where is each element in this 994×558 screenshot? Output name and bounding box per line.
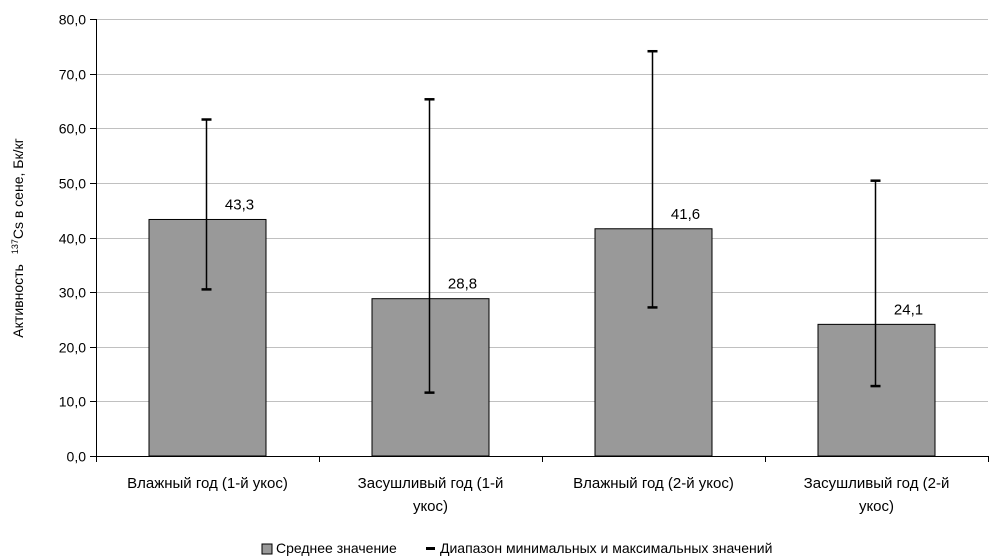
bar [371,298,490,457]
y-axis-title-main: Cs в сене, Бк/кг [10,138,26,239]
bars [148,218,936,457]
x-category-label: укос) [859,498,894,515]
bar [148,218,267,457]
axes [90,19,989,462]
data-label: 41,6 [671,206,700,223]
y-tick-label: 30,0 [59,285,86,301]
data-label: 28,8 [448,276,477,293]
y-axis-title-prefix: Активность [10,264,26,338]
data-label: 24,1 [894,301,923,318]
y-tick-label: 10,0 [59,394,86,410]
y-tick-label: 80,0 [59,12,86,28]
y-tick-label: 0,0 [67,449,87,465]
bar [817,323,936,457]
x-category-labels: Влажный год (1-й укос) Засушливый год (1-… [127,475,949,515]
y-axis-title: Активность 137Cs в сене, Бк/кг [10,138,26,337]
x-category-label: Засушливый год (2-й [804,475,950,492]
legend-label-range: Диапазон минимальных и максимальных знач… [440,540,772,556]
range-bars [201,49,881,394]
data-labels: 43,3 28,8 41,6 24,1 [225,196,923,318]
legend-label-mean: Среднее значение [276,540,397,556]
legend-swatch-range [426,547,435,550]
y-tick-label: 60,0 [59,121,86,137]
data-label: 43,3 [225,196,254,213]
y-axis-title-superscript: 137 [10,239,20,254]
legend-swatch-mean [261,543,273,555]
x-category-label: Засушливый год (1-й [358,475,504,492]
x-category-label: укос) [413,498,448,515]
x-category-label: Влажный год (1-й укос) [127,475,288,492]
y-tick-label: 50,0 [59,176,86,192]
bar [594,228,713,457]
y-tick-labels: 0,0 10,0 20,0 30,0 40,0 50,0 60,0 70,0 80,0 [59,12,86,465]
legend: Среднее значение Диапазон минимальных и … [261,540,772,556]
x-category-label: Влажный год (2-й укос) [573,475,734,492]
y-tick-label: 40,0 [59,231,86,247]
y-tick-label: 70,0 [59,67,86,83]
y-tick-label: 20,0 [59,340,86,356]
